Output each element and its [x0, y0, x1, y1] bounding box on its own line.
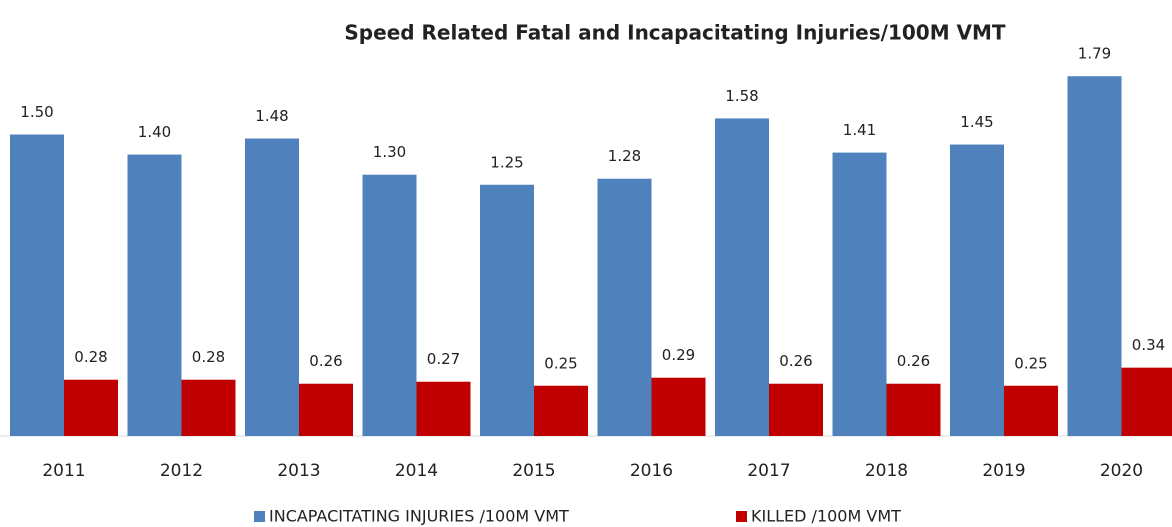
data-label: 0.29: [662, 346, 695, 364]
bar: [597, 178, 652, 436]
data-label: 0.25: [544, 354, 577, 372]
bar: [886, 383, 941, 436]
bar: [1067, 76, 1122, 437]
bar: [769, 383, 823, 436]
bar: [651, 377, 706, 436]
data-label: 0.26: [897, 352, 930, 370]
bar: [832, 152, 887, 436]
bar: [416, 381, 471, 436]
bar: [299, 383, 353, 436]
data-label: 0.26: [309, 352, 342, 370]
data-label: 0.28: [74, 348, 107, 366]
legend-label: INCAPACITATING INJURIES /100M VMT: [269, 507, 569, 526]
bar: [1004, 385, 1058, 436]
data-label: 1.25: [490, 153, 523, 171]
bar: [127, 154, 182, 436]
bar: [950, 144, 1004, 437]
bar: [480, 184, 534, 436]
data-label: 0.25: [1014, 354, 1047, 372]
data-label: 1.79: [1078, 45, 1111, 63]
data-label: 0.28: [192, 348, 225, 366]
data-label: 1.45: [960, 113, 993, 131]
data-label: 0.26: [779, 352, 812, 370]
x-tick-label: 2019: [982, 461, 1025, 481]
chart-title: Speed Related Fatal and Incapacitating I…: [344, 21, 1006, 45]
x-tick-label: 2016: [630, 461, 673, 481]
data-label: 1.28: [608, 147, 641, 165]
data-label: 1.58: [725, 87, 758, 105]
data-label: 0.27: [427, 350, 460, 368]
x-tick-label: 2020: [1100, 461, 1143, 481]
x-tick-label: 2014: [395, 461, 438, 481]
x-tick-label: 2011: [42, 461, 85, 481]
x-tick-label: 2017: [747, 461, 790, 481]
x-tick-label: 2013: [277, 461, 320, 481]
data-label: 1.40: [138, 123, 171, 141]
data-label: 1.50: [20, 103, 53, 121]
bar: [362, 174, 417, 436]
data-label: 1.48: [255, 107, 288, 125]
bar: [1121, 367, 1172, 436]
bar: [715, 118, 769, 437]
data-label: 1.41: [843, 121, 876, 139]
legend-swatch: [736, 511, 747, 522]
x-tick-label: 2012: [160, 461, 203, 481]
bar: [10, 134, 64, 436]
bar: [181, 379, 236, 436]
bar: [64, 379, 118, 436]
legend-swatch: [254, 511, 265, 522]
legend-label: KILLED /100M VMT: [751, 507, 901, 526]
data-label: 0.34: [1132, 336, 1165, 354]
data-label: 1.30: [373, 143, 406, 161]
x-tick-label: 2015: [512, 461, 555, 481]
bar: [245, 138, 299, 436]
x-tick-label: 2018: [865, 461, 908, 481]
bar: [534, 385, 588, 436]
